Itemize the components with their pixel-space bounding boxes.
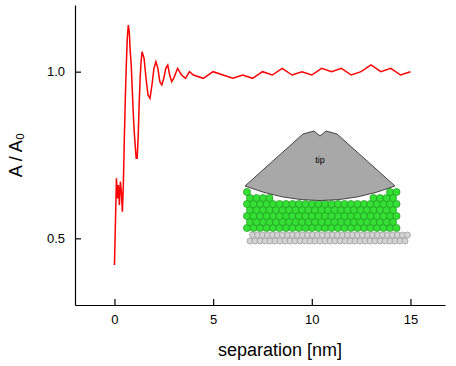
liquid-atom [253, 194, 260, 201]
liquid-atom [341, 200, 348, 207]
tick-label: 0.5 [47, 231, 65, 246]
tick: 15 [404, 299, 418, 327]
axis-line [76, 305, 446, 306]
tick-mark [410, 299, 411, 305]
annotation: tip [315, 155, 325, 165]
liquid-atom [243, 188, 250, 195]
liquid-atom [370, 194, 377, 201]
substrate-atom [402, 238, 408, 244]
data-line [114, 25, 410, 265]
liquid-atom [347, 200, 354, 207]
liquid-atom [276, 200, 283, 207]
tick-label: 0 [111, 312, 118, 327]
tick-label: 10 [305, 312, 319, 327]
plot: 0 5 10 15 0.5 1.0 [47, 6, 446, 328]
tick: 5 [210, 299, 217, 327]
liquid-atom [354, 200, 361, 207]
tick-label: 15 [404, 312, 418, 327]
tick-mark [312, 299, 313, 305]
tick-mark [75, 72, 81, 73]
y-axis: 0.5 1.0 [47, 6, 81, 306]
axis-line [75, 6, 76, 306]
liquid-atom [386, 188, 393, 195]
x-axis: 0 5 10 15 [76, 299, 446, 327]
tip-shape [245, 131, 395, 201]
liquid-atom [289, 200, 296, 207]
tick-mark [213, 299, 214, 305]
substrate-atom [405, 232, 411, 238]
liquid-atom [393, 188, 400, 195]
liquid-atom [376, 194, 383, 201]
liquid-atom [328, 200, 335, 207]
chart: 0 5 10 15 0.5 1.0 separation [nm] A / A₀ tip [0, 0, 456, 366]
series [114, 25, 410, 265]
liquid-atom [295, 200, 302, 207]
tick: 10 [305, 299, 319, 327]
inset: tip [243, 131, 410, 244]
tick: 1.0 [47, 64, 81, 79]
tick-mark [75, 238, 81, 239]
tick-mark [114, 299, 115, 305]
liquid-atom [334, 200, 341, 207]
liquid-atom [266, 194, 273, 201]
liquid-atom [321, 200, 328, 207]
liquid-atom [259, 194, 266, 201]
y-axis-title: A / A₀ [6, 133, 26, 178]
liquid-atom [360, 200, 367, 207]
tick: 0.5 [47, 231, 81, 246]
liquid-atom [308, 200, 315, 207]
tick-label: 5 [210, 312, 217, 327]
liquid-atom [315, 200, 322, 207]
liquid-atom [302, 200, 309, 207]
tick-label: 1.0 [47, 64, 65, 79]
tick: 0 [111, 299, 118, 327]
liquid-atom [282, 200, 289, 207]
x-axis-title: separation [nm] [218, 340, 342, 360]
